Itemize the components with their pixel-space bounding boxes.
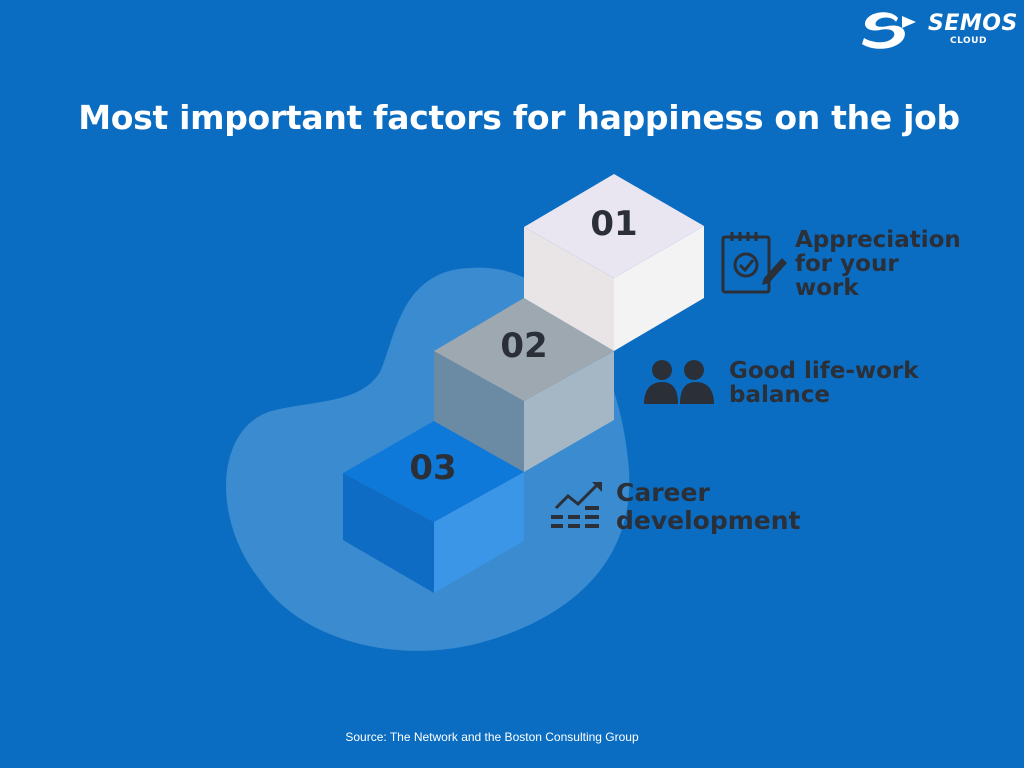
brand-sub: CLOUD	[950, 36, 987, 46]
factor-label-3-line-1: Career	[616, 478, 710, 507]
step-2-left-face	[434, 351, 524, 472]
step-1-left-face	[524, 227, 614, 351]
factor-label-2: Good life-work balance	[729, 359, 919, 407]
factor-label-3: Career development	[616, 479, 801, 535]
factor-label-1: Appreciation for your work	[795, 228, 961, 300]
step-1-cube	[524, 174, 704, 351]
step-3-top-face	[343, 421, 524, 522]
brand-logo: SEMOS CLOUD	[858, 8, 1017, 50]
people-group-icon	[644, 360, 714, 404]
step-3-number: 03	[409, 448, 457, 488]
step-3-right-face	[434, 472, 524, 593]
clipboard-check-pencil-icon	[721, 232, 787, 294]
factor-label-2-line-2: balance	[729, 382, 830, 408]
step-2-right-face	[524, 351, 614, 472]
step-3-left-face	[343, 473, 434, 593]
step-1-right-face	[614, 226, 704, 351]
source-note: Source: The Network and the Boston Consu…	[345, 730, 639, 744]
step-1-number: 01	[590, 204, 638, 244]
step-2-top-face	[434, 298, 614, 401]
factor-label-1-line-1: Appreciation	[795, 227, 961, 253]
step-2-number: 02	[500, 326, 548, 366]
factor-label-3-line-2: development	[616, 506, 801, 535]
step-3-cube	[343, 421, 524, 593]
factor-label-2-line-1: Good life-work	[729, 358, 919, 384]
growth-chart-icon	[551, 482, 602, 528]
page-title: Most important factors for happiness on …	[78, 98, 960, 137]
step-1-top-face	[524, 174, 704, 278]
factor-label-1-line-3: work	[795, 275, 859, 301]
factor-label-1-line-2: for your	[795, 251, 899, 277]
semos-cloud-logo-icon	[862, 12, 916, 49]
brand-name: SEMOS	[928, 11, 1018, 36]
step-2-cube	[434, 298, 614, 472]
